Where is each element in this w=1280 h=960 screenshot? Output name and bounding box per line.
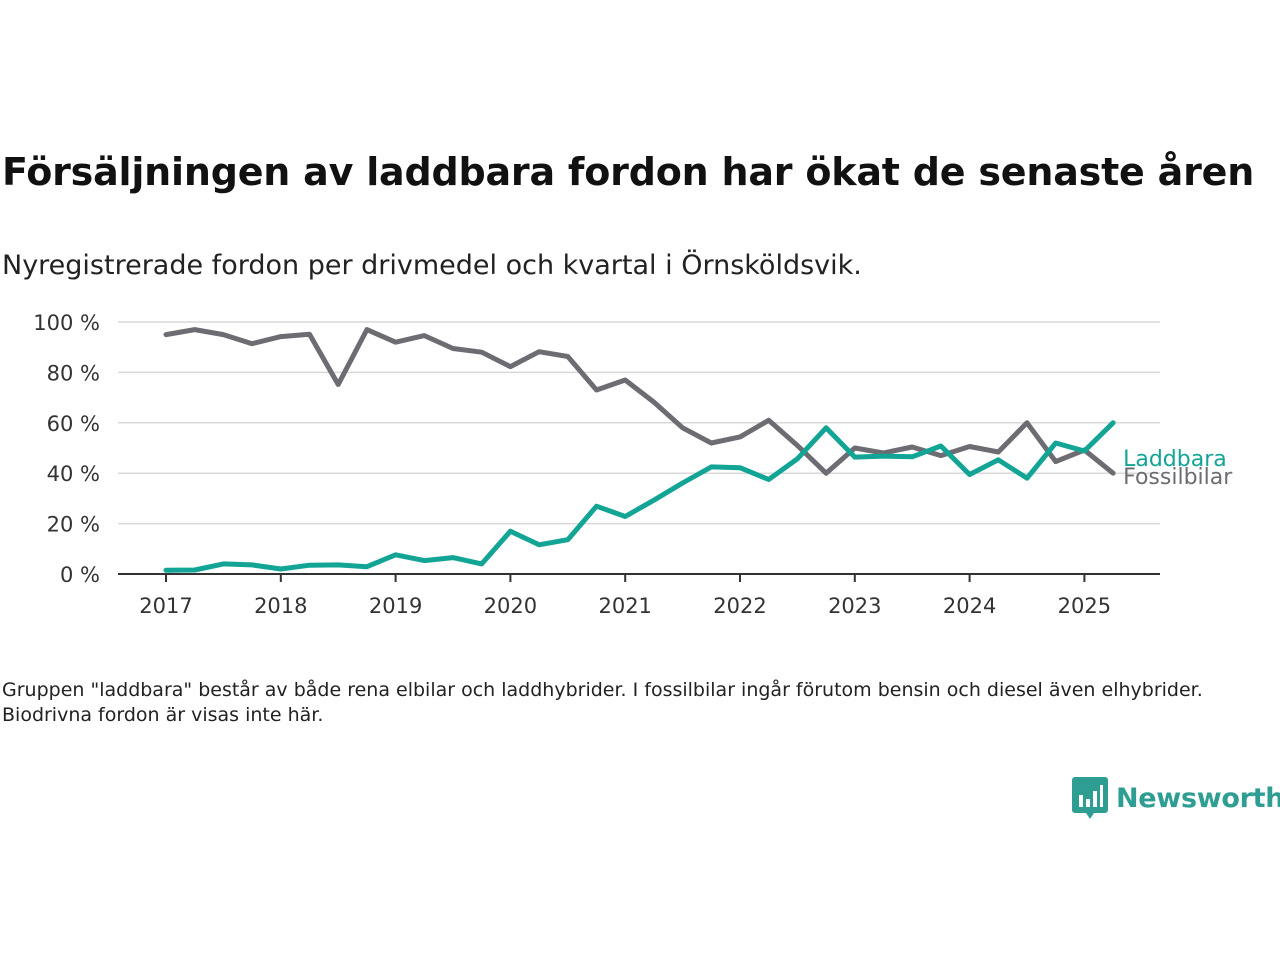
- x-tick-label: 2025: [1058, 594, 1111, 618]
- chart-title: Försäljningen av laddbara fordon har öka…: [2, 150, 1255, 194]
- y-tick-label: 100 %: [33, 311, 100, 335]
- x-tick-label: 2018: [254, 594, 307, 618]
- x-tick-label: 2020: [484, 594, 537, 618]
- x-axis: 2017 2018 2019 2020 2021 2022 2023 2024 2025: [118, 573, 1160, 618]
- x-tick-label: 2024: [943, 594, 996, 618]
- brand-logo[interactable]: Newsworthy: [1072, 776, 1280, 820]
- x-tick-label: 2021: [598, 594, 651, 618]
- y-axis: 0 % 20 % 40 % 60 % 80 % 100 %: [33, 311, 100, 587]
- y-tick-label: 60 %: [47, 412, 100, 436]
- y-tick-label: 40 %: [47, 462, 100, 486]
- series-lines: [163, 327, 1116, 573]
- x-tick-label: 2019: [369, 594, 422, 618]
- newsworthy-logo-icon: [1072, 777, 1108, 819]
- series-label-fossilbilar: Fossilbilar: [1123, 465, 1233, 490]
- y-tick-label: 80 %: [47, 361, 100, 385]
- footnote: Gruppen "laddbara" består av både rena e…: [2, 679, 1203, 726]
- y-tick-label: 0 %: [60, 563, 100, 587]
- series-line-fossilbilar: [163, 327, 1116, 476]
- x-tick-label: 2022: [713, 594, 766, 618]
- line-chart: 0 % 20 % 40 % 60 % 80 % 100 % 2017 2018 2019 202…: [33, 311, 1233, 618]
- chart-subtitle: Nyregistrerade fordon per drivmedel och …: [2, 250, 862, 281]
- series-line-laddbara: [163, 420, 1116, 573]
- x-tick-label: 2023: [828, 594, 881, 618]
- y-tick-label: 20 %: [47, 513, 100, 537]
- series-label-laddbara: Laddbara: [1123, 447, 1227, 472]
- x-tick-label: 2017: [139, 594, 192, 618]
- gridlines: [118, 321, 1160, 525]
- brand-name: Newsworthy: [1116, 782, 1280, 814]
